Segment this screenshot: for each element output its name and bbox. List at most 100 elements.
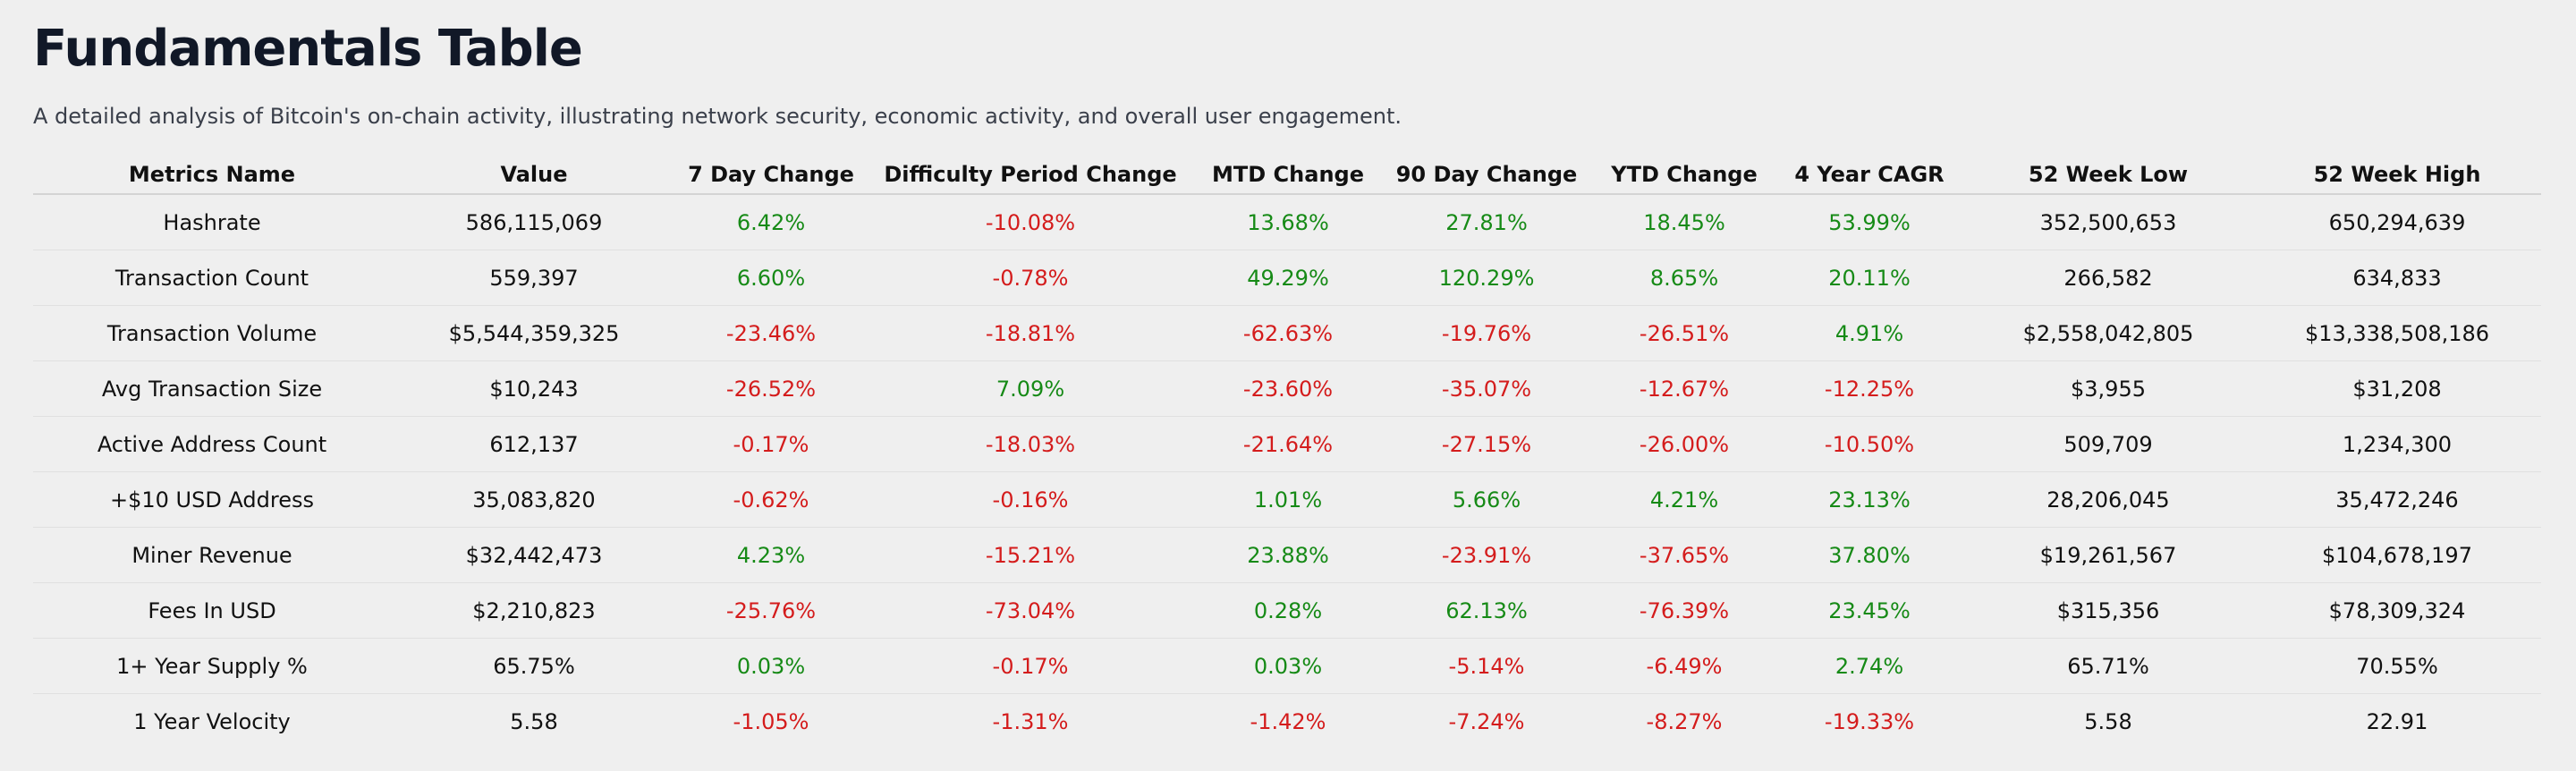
- table-body: Hashrate 586,115,069 6.42% -10.08% 13.68% 27.…: [33, 194, 2541, 749]
- table-cell: -26.52%: [677, 360, 865, 417]
- table-cell: 586,115,069: [391, 194, 677, 250]
- table-cell: -10.08%: [865, 194, 1196, 250]
- table-cell: 509,709: [1963, 416, 2253, 472]
- table-cell: -73.04%: [865, 582, 1196, 639]
- table-cell: 5.66%: [1380, 471, 1593, 528]
- table-cell: -27.15%: [1380, 416, 1593, 472]
- table-cell: 7.09%: [865, 360, 1196, 417]
- table-cell: 23.45%: [1775, 582, 1963, 639]
- table-cell: 634,833: [2253, 250, 2541, 306]
- table-cell: -1.05%: [733, 708, 809, 734]
- table-cell: 4.91%: [1775, 305, 1963, 361]
- table-cell: $3,955: [1963, 360, 2253, 417]
- table-cell: 4.23%: [677, 527, 865, 583]
- table-cell: -0.17%: [865, 638, 1196, 694]
- table-cell: 18.45%: [1593, 194, 1775, 250]
- table-cell: -15.21%: [865, 527, 1196, 583]
- column-header: 52 Week Low: [1963, 156, 2253, 195]
- column-header: MTD Change: [1196, 156, 1380, 195]
- table-cell: 35,472,246: [2253, 471, 2541, 528]
- column-header: Value: [391, 156, 677, 195]
- fundamentals-table: Metrics Name Value 7 Day Change Difficulty …: [33, 156, 2541, 749]
- table-cell: $31,208: [2253, 360, 2541, 417]
- table-cell: $19,261,567: [1963, 527, 2253, 583]
- table-row: Avg Transaction Size $10,243 -26.52% 7.09% -…: [33, 360, 2541, 417]
- table-cell: 28,206,045: [1963, 471, 2253, 528]
- table-cell: -35.07%: [1380, 360, 1593, 417]
- table-cell: 5.58: [510, 708, 558, 734]
- table-cell: $78,309,324: [2253, 582, 2541, 639]
- table-cell: -0.78%: [865, 250, 1196, 306]
- column-header: Difficulty Period Change: [865, 156, 1196, 195]
- table-cell: -18.03%: [865, 416, 1196, 472]
- table-cell: Active Address Count: [33, 416, 391, 472]
- table-cell: -6.49%: [1593, 638, 1775, 694]
- table-row: 1 Year Velocity 5.58 -1.05% -1.31% -1.42% -7.…: [33, 694, 2541, 750]
- table-row: Transaction Volume $5,544,359,325 -23.46% -…: [33, 305, 2541, 361]
- table-cell: 6.42%: [677, 194, 865, 250]
- table-cell: -25.76%: [677, 582, 865, 639]
- table-cell: -26.00%: [1593, 416, 1775, 472]
- table-cell: 35,083,820: [391, 471, 677, 528]
- table-cell: -8.27%: [1646, 708, 1723, 734]
- table-cell: -0.17%: [677, 416, 865, 472]
- table-cell: 49.29%: [1196, 250, 1380, 306]
- table-cell: -12.67%: [1593, 360, 1775, 417]
- table-cell: 4.21%: [1593, 471, 1775, 528]
- table-cell: -19.76%: [1380, 305, 1593, 361]
- table-cell: $104,678,197: [2253, 527, 2541, 583]
- table-cell: 20.11%: [1775, 250, 1963, 306]
- table-cell: 266,582: [1963, 250, 2253, 306]
- table-cell: -76.39%: [1593, 582, 1775, 639]
- column-header: 52 Week High: [2253, 156, 2541, 195]
- table-cell: 22.91: [2366, 708, 2428, 734]
- table-cell: $2,210,823: [391, 582, 677, 639]
- table-cell: 1+ Year Supply %: [33, 638, 391, 694]
- column-header: Metrics Name: [33, 156, 391, 195]
- table-cell: -10.50%: [1775, 416, 1963, 472]
- table-cell: Avg Transaction Size: [33, 360, 391, 417]
- table-cell: -12.25%: [1775, 360, 1963, 417]
- table-cell: $2,558,042,805: [1963, 305, 2253, 361]
- table-cell: 70.55%: [2253, 638, 2541, 694]
- table-cell: 65.71%: [1963, 638, 2253, 694]
- table-cell: -23.91%: [1380, 527, 1593, 583]
- table-cell: -0.62%: [677, 471, 865, 528]
- table-cell: 352,500,653: [1963, 194, 2253, 250]
- table-cell: Transaction Volume: [33, 305, 391, 361]
- column-header: 4 Year CAGR: [1775, 156, 1963, 195]
- table-cell: -62.63%: [1196, 305, 1380, 361]
- table-cell: 65.75%: [391, 638, 677, 694]
- table-cell: 8.65%: [1593, 250, 1775, 306]
- table-cell: 0.03%: [1196, 638, 1380, 694]
- table-cell: -37.65%: [1593, 527, 1775, 583]
- table-cell: 120.29%: [1380, 250, 1593, 306]
- table-cell: 6.60%: [677, 250, 865, 306]
- table-cell: -26.51%: [1593, 305, 1775, 361]
- table-cell: -19.33%: [1824, 708, 1915, 734]
- table-row: 1+ Year Supply % 65.75% 0.03% -0.17% 0.03% -5…: [33, 638, 2541, 694]
- table-cell: $315,356: [1963, 582, 2253, 639]
- table-cell: Miner Revenue: [33, 527, 391, 583]
- table-cell: $13,338,508,186: [2253, 305, 2541, 361]
- table-cell: 27.81%: [1380, 194, 1593, 250]
- table-cell: -1.42%: [1250, 708, 1326, 734]
- title: Fundamentals Table: [33, 20, 583, 78]
- table-row: Active Address Count 612,137 -0.17% -18.03%…: [33, 416, 2541, 472]
- column-header: YTD Change: [1593, 156, 1775, 195]
- table-row: Miner Revenue $32,442,473 4.23% -15.21% 23.8…: [33, 527, 2541, 583]
- table-cell: Transaction Count: [33, 250, 391, 306]
- column-header: 90 Day Change: [1380, 156, 1593, 195]
- table-cell: 37.80%: [1775, 527, 1963, 583]
- table-row: Hashrate 586,115,069 6.42% -10.08% 13.68% 27.…: [33, 194, 2541, 250]
- table-cell: -23.60%: [1196, 360, 1380, 417]
- table-cell: 1,234,300: [2253, 416, 2541, 472]
- table-cell: $5,544,359,325: [391, 305, 677, 361]
- column-header: 7 Day Change: [677, 156, 865, 195]
- table-cell: 559,397: [391, 250, 677, 306]
- table-cell: -7.24%: [1448, 708, 1525, 734]
- table-cell: +$10 USD Address: [33, 471, 391, 528]
- table-row: +$10 USD Address 35,083,820 -0.62% -0.16% 1.…: [33, 471, 2541, 528]
- table-row: Transaction Count 559,397 6.60% -0.78% 49.29…: [33, 250, 2541, 306]
